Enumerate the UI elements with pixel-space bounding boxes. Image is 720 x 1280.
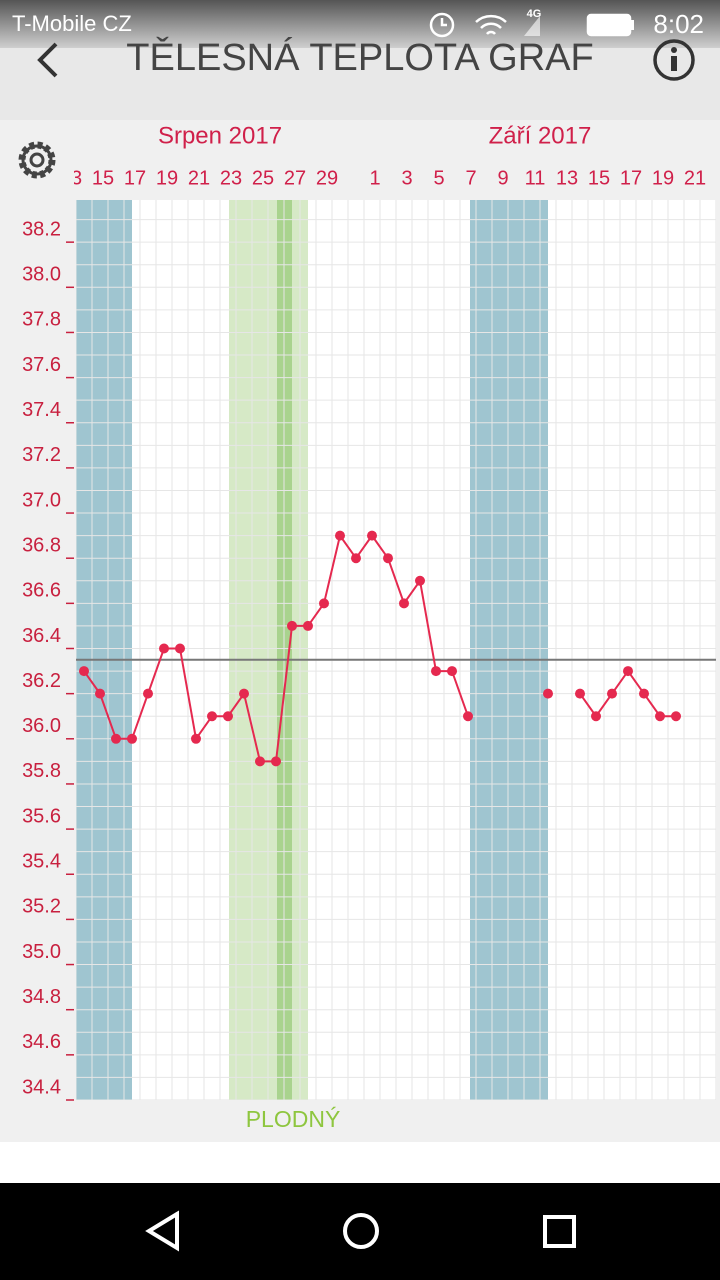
temperature-point [335, 530, 345, 541]
x-tick-label: 11 [525, 167, 546, 189]
temperature-point [303, 620, 313, 631]
month-label: Srpen 2017 [158, 122, 282, 149]
y-tick-label: 36.6 [22, 580, 61, 602]
back-button[interactable] [37, 42, 58, 78]
x-tick-label: 17 [620, 167, 642, 189]
temperature-point [319, 598, 329, 609]
x-tick-label: 15 [92, 167, 114, 189]
carrier: T-Mobile CZ [12, 11, 132, 36]
y-tick-label: 35.8 [22, 760, 61, 782]
temperature-point [655, 711, 665, 722]
temperature-point [575, 688, 585, 699]
temperature-point [351, 553, 361, 564]
x-tick-label: 13 [60, 167, 82, 189]
temperature-point [415, 575, 425, 586]
grid [76, 200, 716, 1100]
y-tick-label: 34.8 [22, 986, 61, 1008]
series [79, 530, 681, 767]
y-tick-label: 34.6 [22, 1031, 61, 1053]
temperature-point [79, 666, 89, 677]
temperature-point [543, 688, 553, 699]
x-tick-label: 5 [433, 167, 444, 189]
nav-bar [0, 1183, 720, 1280]
temperature-point [399, 598, 409, 609]
temperature-point [607, 688, 617, 699]
temperature-point [623, 666, 633, 677]
temperature-point [271, 756, 281, 767]
temperature-point [95, 688, 105, 699]
network: 4G [527, 8, 542, 20]
y-tick-label: 37.0 [22, 489, 61, 511]
temperature-point [111, 733, 121, 744]
y-tick-label: 34.4 [22, 1076, 61, 1098]
y-tick-label: 38.0 [22, 264, 61, 286]
period-band [470, 200, 548, 1100]
y-tick-label: 35.4 [22, 851, 61, 873]
y-tick-label: 37.2 [22, 444, 61, 466]
x-tick-label: 9 [497, 167, 508, 189]
x-tick-label: 23 [220, 167, 242, 189]
y-tick-label: 36.8 [22, 534, 61, 556]
x-tick-label: 25 [252, 167, 274, 189]
temperature-point [143, 688, 153, 699]
screen-title: TĚLESNÁ TEPLOTA GRAF [126, 36, 593, 79]
nav-back[interactable] [145, 1210, 179, 1252]
y-tick-label: 37.6 [22, 354, 61, 376]
y-tick-label: 36.0 [22, 715, 61, 737]
x-tick-label: 7 [465, 167, 476, 189]
x-tick-label: 15 [588, 167, 610, 189]
settings-button[interactable] [18, 141, 56, 179]
period-band [76, 200, 132, 1100]
status-icons [429, 12, 634, 38]
temperature-point [431, 666, 441, 677]
temperature-point [127, 733, 137, 744]
x-tick-label: 19 [156, 167, 178, 189]
temperature-point [671, 711, 681, 722]
fertile-label: PLODNÝ [246, 1106, 341, 1132]
y-tick-label: 37.4 [22, 399, 61, 421]
y-tick-label: 35.0 [22, 941, 61, 963]
nav-home[interactable] [343, 1213, 379, 1249]
temperature-point [367, 530, 377, 541]
y-tick-label: 35.6 [22, 805, 61, 827]
grid-group [76, 200, 716, 1100]
temperature-point [463, 711, 473, 722]
x-tick-label: 17 [124, 167, 146, 189]
nav-recents[interactable] [543, 1215, 576, 1248]
x-tick-label: 19 [652, 167, 674, 189]
temperature-point [447, 666, 457, 677]
x-tick-label: 21 [188, 167, 210, 189]
temperature-point [223, 711, 233, 722]
temperature-point [639, 688, 649, 699]
info-button[interactable] [653, 39, 695, 81]
temperature-point [287, 620, 297, 631]
temperature-point [159, 643, 169, 654]
temperature-point [175, 643, 185, 654]
temperature-point [255, 756, 265, 767]
x-tick-label: 3 [401, 167, 412, 189]
y-tick-label: 38.2 [22, 218, 61, 240]
x-tick-label: 27 [284, 167, 306, 189]
temperature-point [239, 688, 249, 699]
y-tick-label: 36.4 [22, 625, 61, 647]
x-tick-label: 29 [316, 167, 338, 189]
month-label: Září 2017 [489, 122, 592, 149]
x-tick-label: 21 [684, 167, 706, 189]
y-tick-label: 35.2 [22, 896, 61, 918]
temperature-point [591, 711, 601, 722]
temperature-point [207, 711, 217, 722]
y-tick-label: 36.2 [22, 670, 61, 692]
clock: 8:02 [653, 9, 704, 39]
y-tick-label: 37.8 [22, 309, 61, 331]
temperature-point [383, 553, 393, 564]
x-tick-label: 13 [556, 167, 578, 189]
temperature-point [191, 733, 201, 744]
x-tick-label: 1 [369, 167, 380, 189]
x-labels: 13151719212325272913579111315171921 [60, 167, 706, 189]
